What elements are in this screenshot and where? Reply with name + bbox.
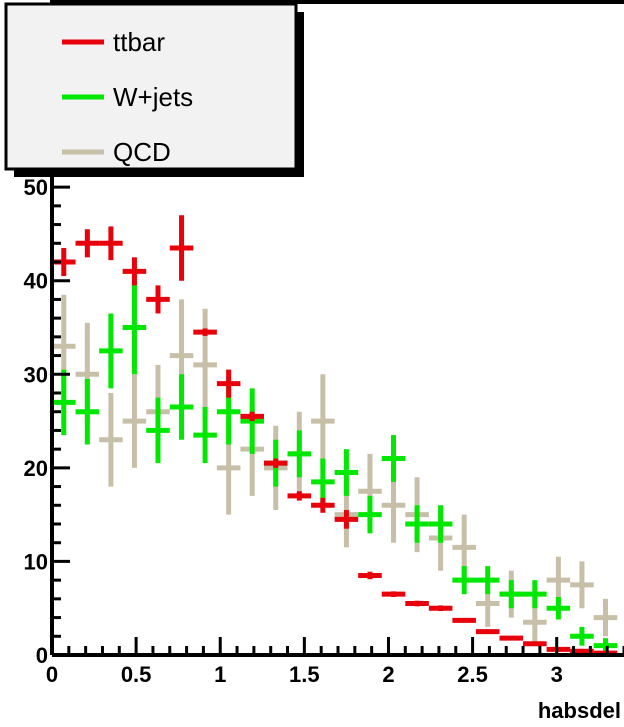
- data-point-qcd: [122, 374, 147, 468]
- data-point-w-jets: [52, 369, 76, 436]
- y-tick-label: 40: [24, 269, 48, 294]
- data-point-w-jets: [287, 430, 312, 478]
- data-point-w-jets: [75, 378, 100, 445]
- data-point-ttbar: [475, 629, 500, 635]
- legend-entry-ttbar: ttbar: [62, 27, 165, 57]
- x-tick-label: 0.5: [121, 662, 152, 687]
- data-point-ttbar: [263, 458, 288, 468]
- data-point-ttbar: [358, 571, 382, 580]
- data-point-w-jets: [122, 280, 147, 375]
- legend-entry-qcd: QCD: [62, 137, 171, 167]
- y-tick-label: 20: [24, 456, 48, 481]
- data-point-w-jets: [523, 580, 547, 609]
- legend-entry-w-jets: W+jets: [62, 82, 193, 112]
- x-tick-label: 2.5: [457, 662, 488, 687]
- x-tick-label: 1.5: [289, 662, 320, 687]
- data-point-ttbar: [311, 497, 335, 513]
- data-point-ttbar: [193, 328, 217, 336]
- data-point-w-jets: [358, 495, 382, 534]
- data-point-ttbar: [169, 215, 194, 281]
- x-tick-label: 0: [46, 662, 58, 687]
- data-point-ttbar: [428, 605, 453, 612]
- y-tick-label: 0: [36, 643, 48, 668]
- data-point-w-jets: [99, 313, 123, 389]
- y-tick-label: 50: [24, 175, 48, 200]
- data-point-w-jets: [311, 458, 335, 506]
- data-point-ttbar: [381, 591, 406, 597]
- data-point-ttbar: [75, 229, 100, 258]
- y-tick-label: 30: [24, 362, 48, 387]
- data-point-ttbar: [99, 226, 123, 261]
- data-point-w-jets: [475, 566, 500, 595]
- data-point-w-jets: [546, 596, 571, 620]
- data-point-ttbar: [287, 491, 312, 501]
- data-point-w-jets: [169, 374, 194, 440]
- data-point-w-jets: [499, 580, 524, 609]
- data-point-qcd: [570, 561, 594, 609]
- data-point-w-jets: [405, 505, 429, 543]
- data-point-qcd: [546, 556, 571, 604]
- data-point-w-jets: [334, 449, 359, 496]
- data-point-w-jets: [146, 397, 170, 464]
- legend-label: ttbar: [113, 27, 165, 57]
- data-point-w-jets: [381, 435, 406, 482]
- data-point-ttbar: [146, 285, 170, 314]
- data-point-ttbar: [216, 369, 241, 398]
- series-w-jets: [52, 280, 618, 654]
- data-point-ttbar: [452, 617, 476, 623]
- legend-label: W+jets: [113, 82, 193, 112]
- data-point-qcd: [193, 308, 217, 422]
- y-tick-label: 10: [24, 549, 48, 574]
- legend-box: [4, 2, 298, 171]
- series-layer: [52, 215, 618, 656]
- legend-layer: ttbar W+jets QCD: [4, 2, 304, 177]
- legend: ttbar W+jets QCD: [4, 2, 304, 177]
- data-point-qcd: [311, 374, 335, 468]
- x-tick-label: 3: [551, 662, 563, 687]
- data-point-qcd: [99, 393, 123, 487]
- data-point-ttbar: [546, 646, 571, 652]
- data-point-ttbar: [240, 411, 264, 422]
- data-point-qcd: [593, 598, 618, 637]
- data-point-ttbar: [405, 600, 429, 607]
- data-point-w-jets: [193, 407, 217, 464]
- data-point-ttbar: [499, 635, 524, 641]
- x-axis-title: habsdel: [538, 698, 621, 723]
- data-point-w-jets: [428, 505, 453, 543]
- data-point-ttbar: [334, 509, 359, 529]
- x-tick-label: 2: [382, 662, 394, 687]
- data-point-ttbar: [523, 641, 547, 647]
- legend-label: QCD: [113, 137, 171, 167]
- data-point-ttbar: [122, 257, 147, 286]
- data-point-w-jets: [570, 626, 594, 646]
- x-tick-label: 1: [214, 662, 226, 687]
- data-point-w-jets: [452, 566, 476, 595]
